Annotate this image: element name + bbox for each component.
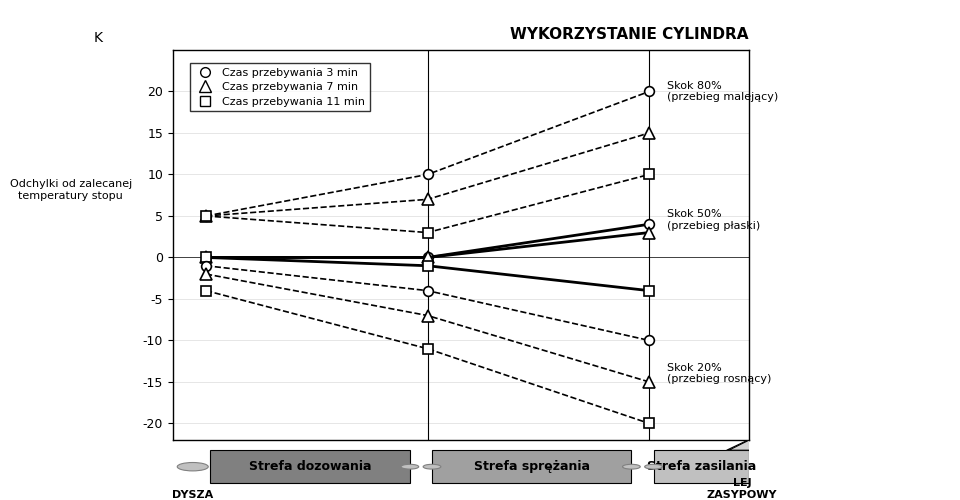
Circle shape [645, 464, 662, 469]
FancyBboxPatch shape [654, 450, 749, 483]
Text: DYSZA: DYSZA [172, 490, 213, 500]
Legend: Czas przebywania 3 min, Czas przebywania 7 min, Czas przebywania 11 min: Czas przebywania 3 min, Czas przebywania… [190, 64, 370, 111]
Text: Strefa dozowania: Strefa dozowania [249, 460, 372, 473]
Text: LEJ
ZASYPOWY: LEJ ZASYPOWY [707, 478, 778, 500]
Polygon shape [729, 429, 800, 450]
Text: Skok 80%
(przebieg malejący): Skok 80% (przebieg malejący) [667, 80, 779, 102]
Circle shape [622, 464, 640, 469]
FancyBboxPatch shape [432, 450, 632, 483]
Text: Odchylki od zalecanej
temperatury stopu: Odchylki od zalecanej temperatury stopu [10, 179, 132, 201]
Text: Skok 20%
(przebieg rosnący): Skok 20% (przebieg rosnący) [667, 363, 771, 384]
Text: Strefa sprężania: Strefa sprężania [473, 460, 589, 473]
Circle shape [423, 464, 441, 469]
Text: Strefa zasilania: Strefa zasilania [646, 460, 756, 473]
Circle shape [178, 462, 208, 471]
Polygon shape [727, 429, 771, 450]
Text: WYKORZYSTANIE CYLINDRA: WYKORZYSTANIE CYLINDRA [511, 27, 749, 42]
Circle shape [401, 464, 419, 469]
FancyBboxPatch shape [210, 450, 410, 483]
Text: Skok 50%
(przebieg płaski): Skok 50% (przebieg płaski) [667, 210, 760, 231]
Text: K: K [93, 31, 103, 45]
